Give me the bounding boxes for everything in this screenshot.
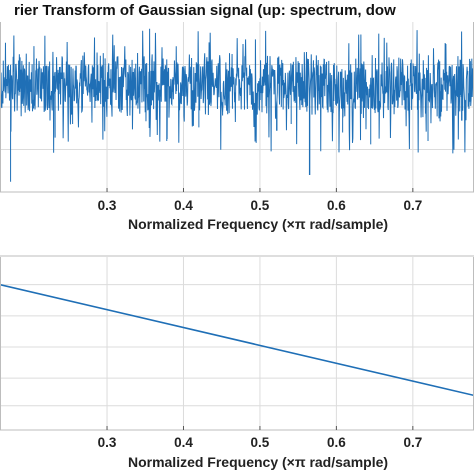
x-tick-label-1: 0.4 [174, 435, 193, 450]
x-tick-label-0: 0.3 [98, 198, 117, 213]
x-tick-label-1: 0.4 [174, 198, 193, 213]
x-tick-label-2: 0.5 [251, 198, 270, 213]
x-tick-label-4: 0.7 [403, 435, 422, 450]
figure-title: rier Transform of Gaussian signal (up: s… [14, 2, 396, 19]
spectrum-x-axis-label: Normalized Frequency (×π rad/sample) [128, 216, 388, 232]
phase-axes: 0.3 0.4 0.5 0.6 0.7 Normalized Frequency (×π… [0, 255, 474, 470]
spectrum-line [0, 28, 474, 182]
x-tick-label-2: 0.5 [251, 435, 270, 450]
spectrum-x-ticks: 0.3 0.4 0.5 0.6 0.7 [98, 188, 422, 213]
x-tick-label-4: 0.7 [403, 198, 422, 213]
phase-grid [0, 257, 474, 430]
phase-x-ticks: 0.3 0.4 0.5 0.6 0.7 [98, 426, 422, 450]
x-tick-label-3: 0.6 [327, 435, 346, 450]
spectrum-axes: 0.3 0.4 0.5 0.6 0.7 Normalized Frequency (×π… [0, 22, 474, 232]
x-tick-label-0: 0.3 [98, 435, 117, 450]
spectrum-series [0, 28, 474, 182]
x-tick-label-3: 0.6 [327, 198, 346, 213]
phase-plot-area [0, 257, 474, 430]
phase-line [0, 283, 474, 397]
phase-series [0, 283, 474, 397]
phase-x-axis-label: Normalized Frequency (×π rad/sample) [128, 454, 388, 470]
